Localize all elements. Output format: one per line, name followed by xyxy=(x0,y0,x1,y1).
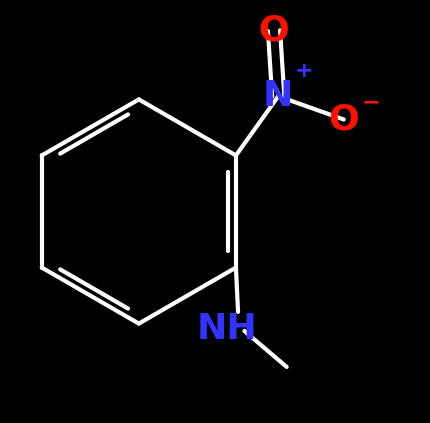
Text: O: O xyxy=(258,14,289,48)
Text: NH: NH xyxy=(197,312,258,346)
Text: N: N xyxy=(263,79,293,113)
Text: +: + xyxy=(294,61,313,81)
Text: −: − xyxy=(362,93,381,113)
Text: O: O xyxy=(329,102,359,137)
